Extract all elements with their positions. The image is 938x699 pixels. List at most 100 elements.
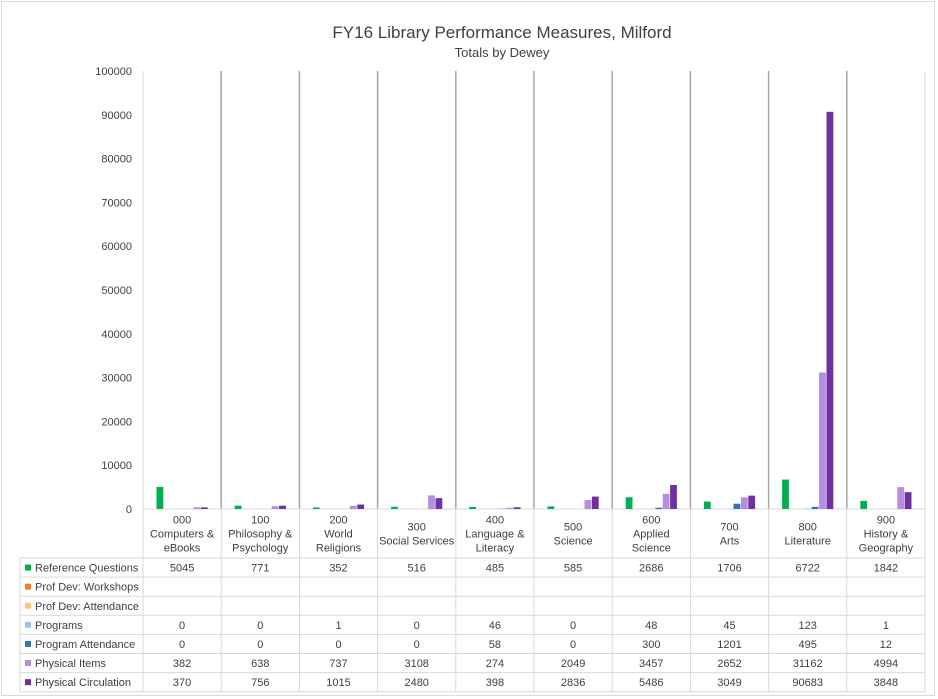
data-label: 45	[723, 620, 735, 632]
data-label: 0	[179, 620, 185, 632]
data-label: 0	[570, 620, 576, 632]
bar-physical-circulation	[513, 507, 521, 509]
data-label: 1201	[717, 639, 741, 651]
legend-label: Prof Dev: Attendance	[35, 601, 139, 613]
data-label: 2836	[561, 677, 585, 689]
data-label: 12	[880, 639, 892, 651]
chart-subtitle: Totals by Dewey	[455, 45, 550, 60]
legend-label: Physical Items	[35, 658, 106, 670]
legend-label: Programs	[35, 620, 83, 632]
data-label: 3108	[404, 658, 428, 670]
bar-physical-circulation	[200, 507, 208, 509]
category-label: 200	[329, 515, 347, 527]
data-label: 485	[486, 563, 504, 575]
category-label: Literature	[784, 536, 830, 548]
legend-key	[25, 583, 31, 590]
data-label: 123	[799, 620, 817, 632]
category-label: Science	[554, 536, 593, 548]
data-label: 3848	[874, 677, 898, 689]
bar-reference-questions	[547, 506, 555, 509]
chart-title: FY16 Library Performance Measures, Milfo…	[332, 23, 671, 42]
data-label: 737	[329, 658, 347, 670]
category-label: 400	[486, 515, 504, 527]
data-label: 1	[335, 620, 341, 632]
bar-physical-circulation	[435, 498, 443, 509]
data-label: 3457	[639, 658, 663, 670]
category-label: 900	[877, 515, 895, 527]
y-tick-label: 50000	[101, 285, 132, 297]
data-label: 3049	[717, 677, 741, 689]
bar-physical-circulation	[357, 504, 365, 509]
category-label: Literacy	[476, 543, 515, 555]
data-label: 58	[489, 639, 501, 651]
data-label: 0	[179, 639, 185, 651]
legend-key	[25, 602, 31, 609]
bar-physical-circulation	[748, 495, 756, 509]
data-label: 0	[335, 639, 341, 651]
category-label: History &	[864, 529, 909, 541]
category-label: 600	[642, 515, 660, 527]
bar-reference-questions	[312, 507, 320, 509]
data-label: 48	[645, 620, 657, 632]
axis-layer: 0 10000 20000 30000 40000 50000 60000 70000 8000…	[95, 66, 926, 516]
bar-program-attendance	[655, 507, 663, 509]
data-label: 2049	[561, 658, 585, 670]
category-label: Social Services	[379, 536, 455, 548]
legend-key	[25, 679, 31, 686]
category-label: 700	[720, 522, 738, 534]
bar-physical-items	[271, 506, 279, 509]
data-label: 0	[414, 620, 420, 632]
data-label: 1015	[326, 677, 350, 689]
data-label: 1	[883, 620, 889, 632]
bar-physical-circulation	[279, 505, 286, 509]
category-label: Religions	[316, 543, 362, 555]
data-label: 352	[329, 563, 347, 575]
y-tick-label: 100000	[95, 66, 132, 78]
bar-physical-items	[662, 493, 670, 509]
category-label: Psychology	[232, 543, 289, 555]
legend-label: Program Attendance	[35, 639, 135, 651]
bar-physical-items	[193, 507, 201, 509]
y-tick-label: 30000	[101, 373, 132, 385]
data-label: 0	[414, 639, 420, 651]
category-label: 000	[173, 515, 191, 527]
y-tick-label: 10000	[101, 460, 132, 472]
bar-reference-questions	[625, 497, 633, 509]
y-tick-label: 70000	[101, 197, 132, 209]
data-label: 1706	[717, 563, 741, 575]
data-label: 5486	[639, 677, 663, 689]
data-label: 771	[251, 563, 269, 575]
category-label: Geography	[859, 543, 914, 555]
bar-physical-circulation	[670, 484, 677, 509]
y-tick-label: 40000	[101, 329, 132, 341]
bar-physical-items	[584, 500, 592, 509]
legend-key	[25, 564, 31, 571]
data-label: 4994	[874, 658, 898, 670]
bar-physical-circulation	[904, 492, 912, 509]
category-label: Arts	[720, 536, 740, 548]
category-label: eBooks	[164, 543, 201, 555]
data-label: 0	[257, 620, 263, 632]
legend-label: Physical Circulation	[35, 677, 131, 689]
data-label: 382	[173, 658, 191, 670]
data-label: 300	[642, 639, 660, 651]
data-label: 46	[489, 620, 501, 632]
category-label: 500	[564, 522, 582, 534]
data-label: 495	[799, 639, 817, 651]
bar-reference-questions	[860, 500, 868, 509]
category-label: Philosophy &	[228, 529, 293, 541]
category-label: 300	[408, 522, 426, 534]
bar-program-attendance	[733, 503, 741, 509]
legend-key	[25, 621, 31, 628]
bar-physical-items	[428, 495, 435, 509]
bar-reference-questions	[234, 505, 242, 509]
data-label: 2480	[404, 677, 428, 689]
bar-physical-items	[349, 505, 357, 509]
data-label: 31162	[793, 658, 823, 670]
category-label: Computers &	[150, 529, 215, 541]
data-label: 370	[173, 677, 191, 689]
category-label: Science	[632, 543, 671, 555]
